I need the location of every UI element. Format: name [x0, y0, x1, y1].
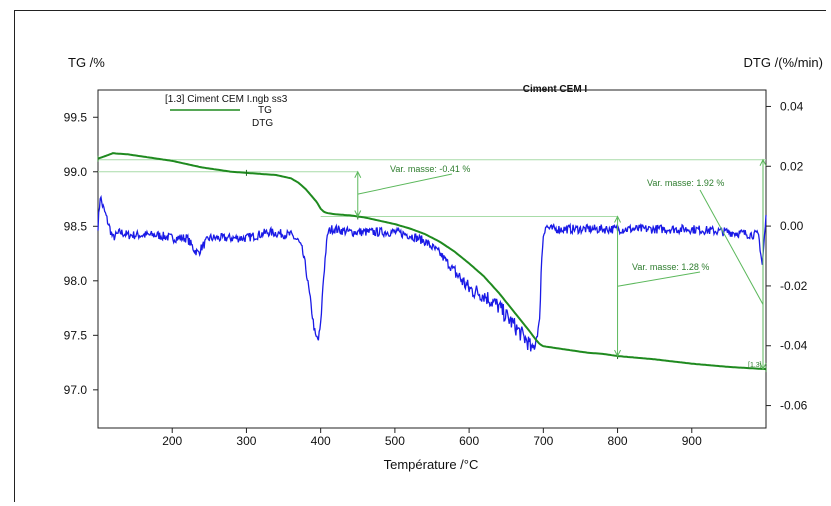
chart-frame [14, 10, 826, 502]
y-right-tick-label: -0.06 [780, 399, 808, 413]
y-right-tick-label: -0.04 [780, 339, 808, 353]
dtg-series-line [97, 194, 767, 352]
tg-series-line [97, 152, 767, 371]
y-right-axis-label: DTG /(%/min) [744, 55, 823, 70]
y-left-tick-label: 97.0 [64, 383, 88, 397]
y-right-tick-label: 0.04 [780, 99, 804, 113]
legend-file-name: [1.3] Ciment CEM I.ngb ss3 [165, 94, 288, 105]
x-tick-label: 800 [608, 434, 628, 448]
legend-entry-dtg: DTG [252, 118, 273, 129]
annotation-leader-line [357, 173, 453, 195]
x-tick-label: 700 [533, 434, 553, 448]
x-tick-label: 400 [311, 434, 331, 448]
annotation-leader-line [617, 271, 701, 287]
plot-border [97, 89, 767, 429]
x-tick-label: 300 [236, 434, 256, 448]
annotation-arrowhead [354, 170, 362, 178]
annotation-arrowhead [614, 349, 622, 358]
x-tick-label: 900 [682, 434, 702, 448]
annotation-label: Var. masse: 1.28 % [632, 262, 709, 272]
annotation-leader-line [699, 189, 764, 305]
annotation-arrowhead [759, 158, 767, 167]
y-right-tick-label: 0.00 [780, 219, 804, 233]
legend-entry-tg: TG [258, 105, 272, 116]
x-axis-label: Température /°C [384, 457, 479, 472]
annotation-label: Var. masse: 1.92 % [647, 178, 724, 188]
y-left-tick-label: 99.5 [64, 110, 88, 124]
annotation-arrowhead [759, 362, 767, 371]
legend: [1.3] Ciment CEM I.ngb ss3 TG DTG [165, 94, 288, 129]
x-tick-label: 200 [162, 434, 182, 448]
y-left-tick-label: 97.5 [64, 328, 88, 342]
plot-area: 200 300 400 500 600 700 800 900 99.5 99.0 98.5 98.0… [64, 89, 808, 448]
x-tick-label: 600 [459, 434, 479, 448]
annotation-label: Var. masse: -0.41 % [390, 164, 470, 174]
y-left-tick-label: 98.5 [64, 219, 88, 233]
y-left-tick-label: 98.0 [64, 274, 88, 288]
y-right-tick-label: 0.02 [780, 159, 804, 173]
series-tag: [1.3] [748, 362, 762, 369]
annotation-arrowhead [614, 215, 622, 223]
y-right-tick-label: -0.02 [780, 279, 808, 293]
y-left-axis-label: TG /% [68, 55, 105, 70]
x-tick-label: 500 [385, 434, 405, 448]
annotation-arrowhead [354, 210, 362, 218]
y-left-tick-label: 99.0 [64, 165, 88, 179]
